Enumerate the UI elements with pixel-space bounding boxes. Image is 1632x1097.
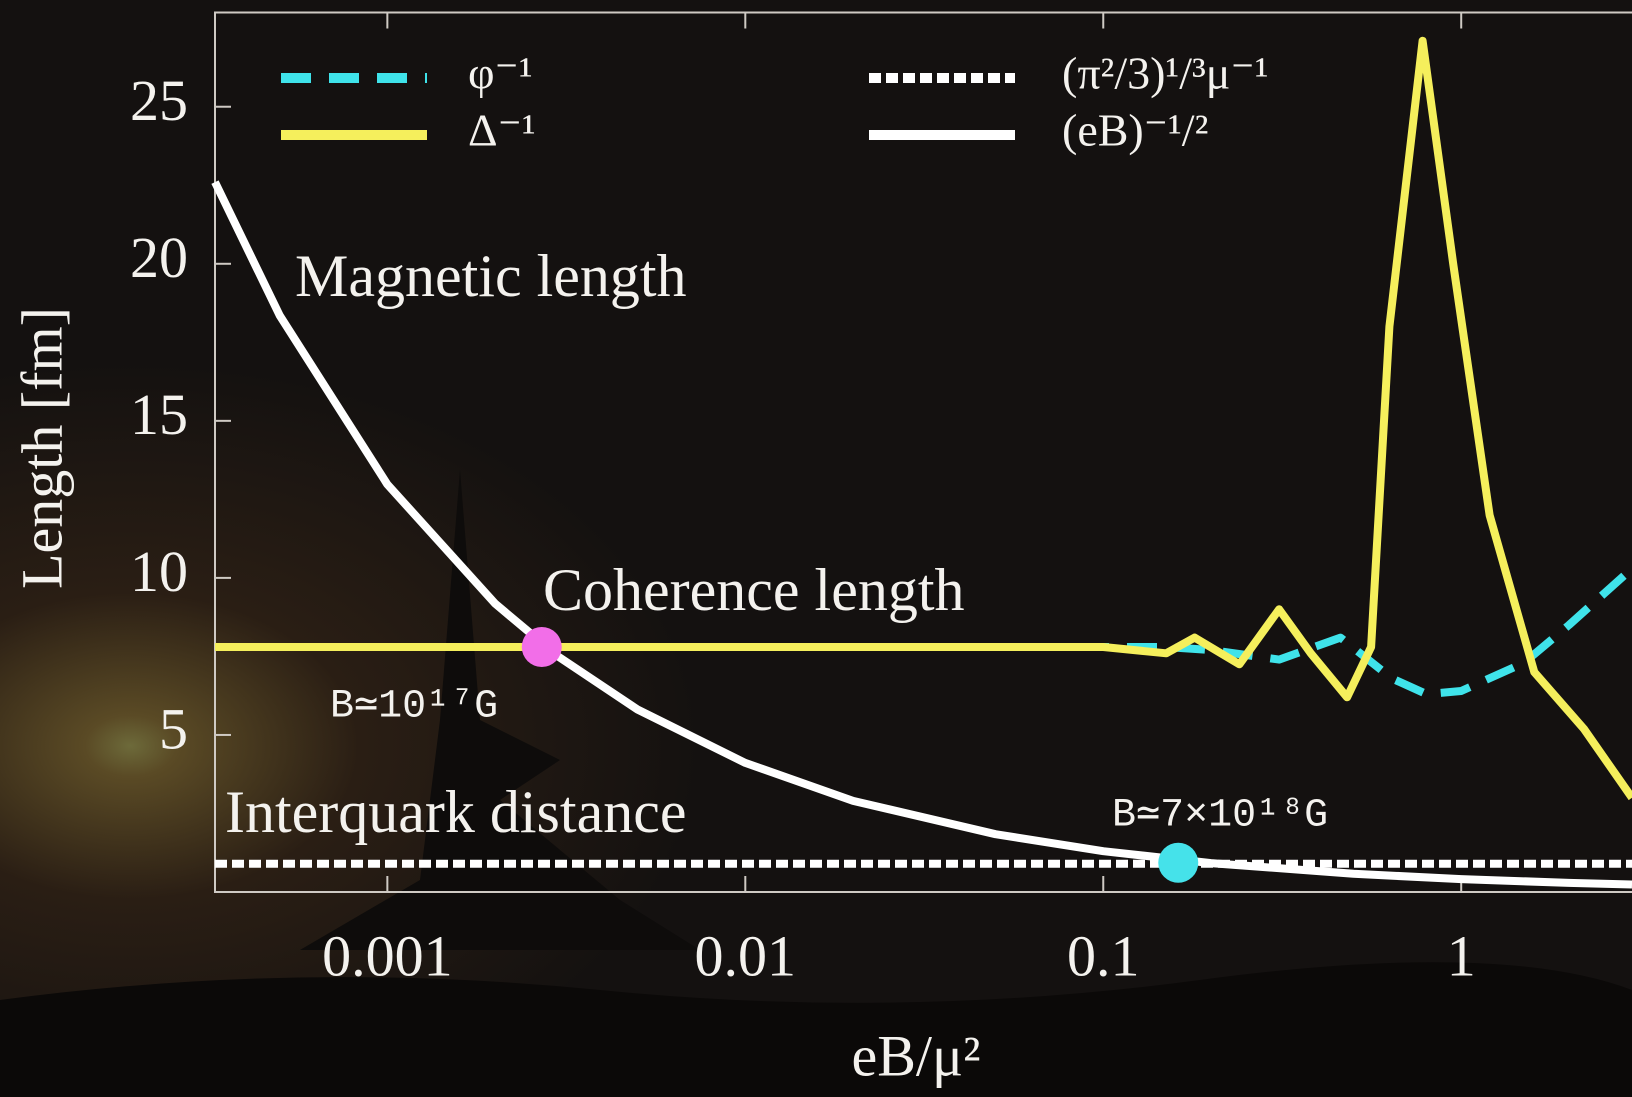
x-tick-label: 0.001 [322, 923, 453, 988]
legend-label: (π²/3)¹/³μ⁻¹ [1062, 48, 1269, 99]
marker-point [522, 627, 562, 667]
annotation: Interquark distance [225, 779, 686, 845]
page: eB/μ² Length [fm] 5 10 15 20 25 0.001 0.01 0.1 1… [0, 0, 1632, 1097]
y-tick-label: 20 [130, 225, 188, 290]
y-tick-label: 5 [159, 696, 188, 761]
y-axis-label: Length [fm] [9, 307, 74, 589]
y-tick-label: 10 [130, 539, 188, 604]
chart: eB/μ² Length [fm] 5 10 15 20 25 0.001 0.01 0.1 1… [0, 0, 1632, 1097]
annotation: Coherence length [543, 557, 965, 623]
x-tick-label: 0.1 [1067, 923, 1140, 988]
point-label: B≃7×10¹⁸G [1112, 794, 1328, 839]
x-tick-label: 1 [1447, 923, 1476, 988]
annotation: Magnetic length [295, 243, 687, 309]
y-tick-label: 25 [130, 68, 188, 133]
point-label: B≃10¹⁷G [330, 685, 498, 730]
x-axis-label: eB/μ² [851, 1023, 980, 1088]
legend-label: φ⁻¹ [468, 48, 533, 99]
background [0, 0, 1632, 1097]
legend-label: Δ⁻¹ [468, 105, 536, 156]
y-tick-label: 15 [130, 382, 188, 447]
marker-point [1158, 843, 1198, 883]
legend-label: (eB)⁻¹/² [1062, 105, 1208, 156]
x-tick-label: 0.01 [695, 923, 797, 988]
